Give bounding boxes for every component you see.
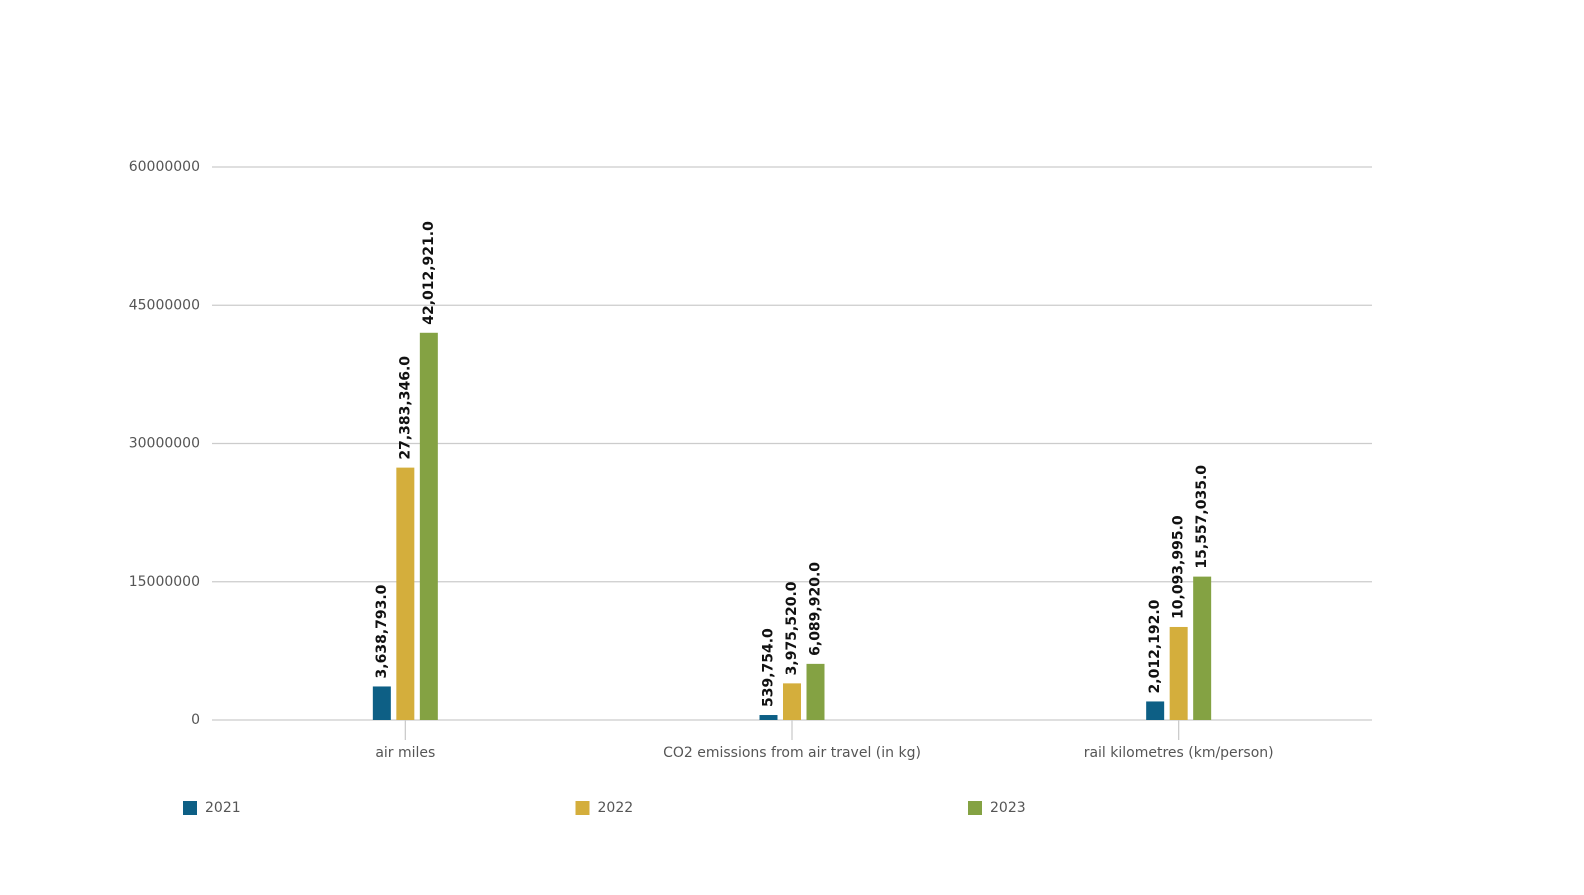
value-label: 15,557,035.0 [1194, 465, 1210, 569]
value-label: 2,012,192.0 [1147, 599, 1163, 693]
y-tick-label: 60000000 [129, 159, 200, 175]
legend-swatch [575, 801, 590, 815]
bar [759, 715, 778, 720]
value-label: 3,638,793.0 [374, 584, 390, 678]
value-label: 27,383,346.0 [397, 356, 413, 460]
y-tick-label: 15000000 [129, 574, 200, 590]
y-tick-label: 45000000 [129, 297, 200, 313]
value-label: 42,012,921.0 [421, 221, 437, 325]
value-label: 10,093,995.0 [1171, 515, 1187, 619]
value-label: 539,754.0 [761, 628, 777, 707]
value-label: 3,975,520.0 [784, 581, 800, 675]
bar [372, 686, 391, 720]
legend-swatch [968, 801, 982, 815]
bar [396, 467, 415, 720]
x-tick-label: air miles [375, 745, 435, 761]
x-tick-label: rail kilometres (km/person) [1084, 745, 1274, 761]
bar [1193, 576, 1212, 720]
bar [783, 683, 801, 720]
bar [1169, 626, 1188, 720]
legend-label: 2022 [598, 800, 634, 816]
bar [806, 663, 825, 720]
value-label: 6,089,920.0 [808, 562, 824, 656]
legend-swatch [183, 801, 197, 815]
y-tick-label: 0 [191, 712, 200, 728]
legend-label: 2023 [990, 800, 1026, 816]
bar [419, 332, 438, 720]
x-tick-label: CO2 emissions from air travel (in kg) [663, 745, 921, 761]
bar [1146, 701, 1165, 720]
y-tick-label: 30000000 [129, 436, 200, 452]
legend-label: 2021 [205, 800, 241, 816]
